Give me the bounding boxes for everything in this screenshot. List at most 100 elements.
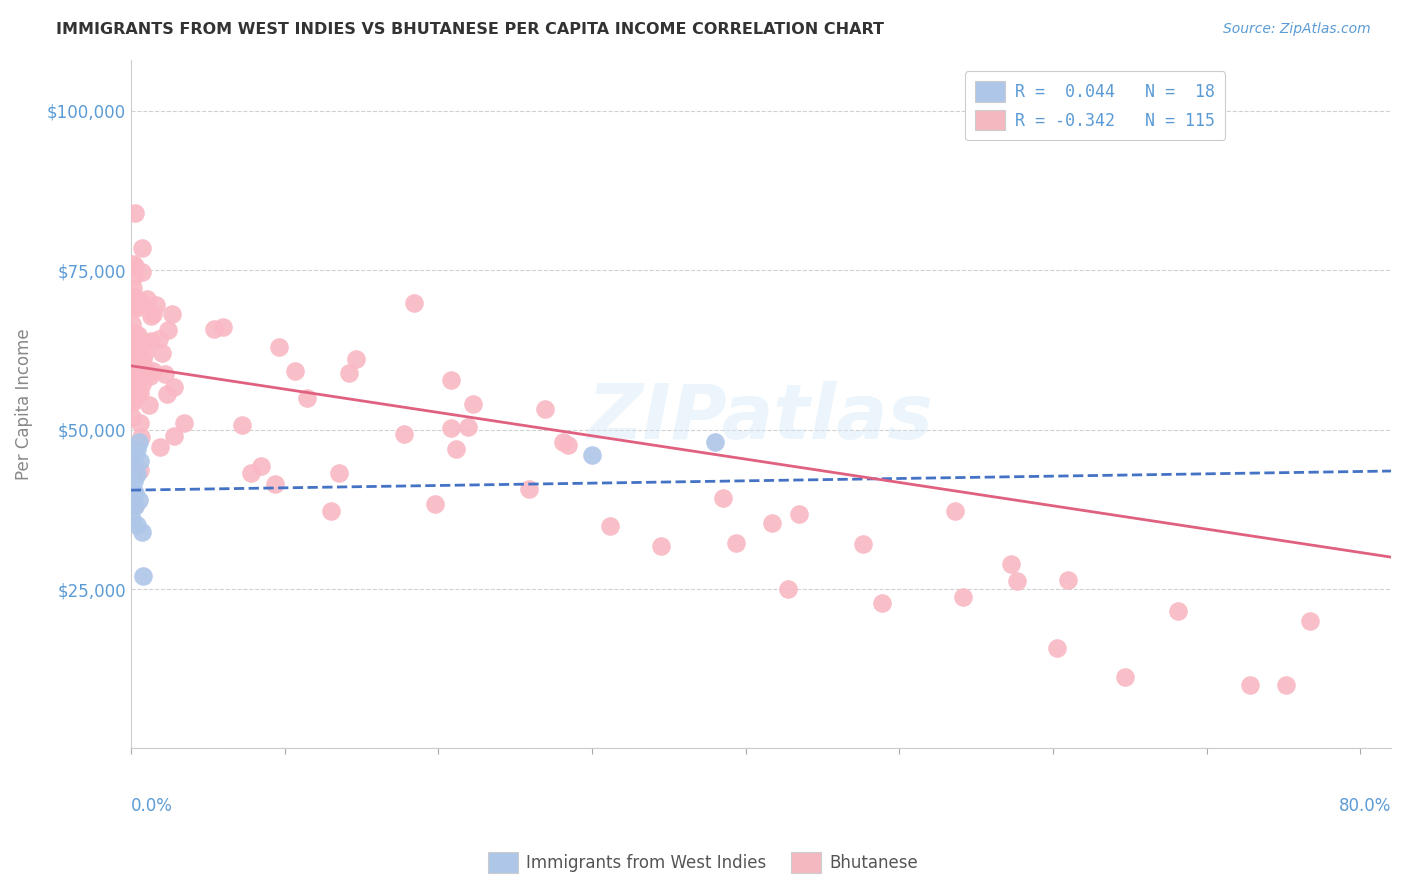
- Point: [122, 364, 145, 378]
- Point: [127, 327, 149, 342]
- Point: [122, 351, 145, 365]
- Point: [249, 458, 271, 473]
- Point: [328, 467, 350, 481]
- Point: [125, 386, 148, 401]
- Point: [231, 417, 253, 432]
- Point: [131, 377, 153, 392]
- Point: [121, 317, 143, 331]
- Point: [269, 340, 291, 354]
- Point: [394, 426, 416, 441]
- Point: [121, 392, 143, 407]
- Point: [124, 349, 146, 363]
- Point: [135, 361, 157, 376]
- Point: [124, 499, 146, 513]
- Point: [128, 368, 150, 382]
- Point: [125, 344, 148, 359]
- Point: [1167, 604, 1189, 618]
- Point: [125, 518, 148, 533]
- Y-axis label: Per Capita Income: Per Capita Income: [15, 328, 32, 480]
- Point: [122, 351, 145, 366]
- Point: [128, 492, 150, 507]
- Point: [131, 242, 153, 256]
- Point: [124, 259, 146, 273]
- Point: [132, 569, 155, 583]
- Point: [121, 326, 143, 340]
- Point: [124, 486, 146, 500]
- Point: [599, 519, 621, 533]
- Point: [463, 396, 485, 410]
- Point: [124, 460, 146, 475]
- Point: [295, 391, 318, 405]
- Point: [121, 512, 143, 526]
- Point: [124, 378, 146, 392]
- Point: [125, 301, 148, 315]
- Point: [121, 301, 143, 315]
- Point: [1114, 670, 1136, 684]
- Point: [1007, 574, 1029, 589]
- Point: [1000, 558, 1022, 572]
- Point: [173, 416, 195, 430]
- Point: [1239, 678, 1261, 692]
- Point: [131, 362, 153, 376]
- Point: [142, 307, 165, 321]
- Point: [138, 398, 160, 412]
- Point: [124, 347, 146, 361]
- Point: [131, 296, 153, 310]
- Point: [761, 516, 783, 530]
- Point: [1274, 678, 1296, 692]
- Point: [139, 369, 162, 384]
- Point: [141, 334, 163, 348]
- Point: [128, 463, 150, 477]
- Point: [121, 410, 143, 425]
- Point: [284, 364, 307, 378]
- Point: [444, 442, 467, 457]
- Point: [202, 322, 225, 336]
- Point: [148, 332, 170, 346]
- Legend: R =  0.044   N =  18, R = -0.342   N = 115: R = 0.044 N = 18, R = -0.342 N = 115: [965, 71, 1225, 140]
- Point: [121, 281, 143, 295]
- Point: [402, 296, 425, 310]
- Point: [952, 591, 974, 605]
- Point: [156, 323, 179, 337]
- Point: [134, 335, 156, 350]
- Point: [122, 376, 145, 391]
- Point: [162, 307, 184, 321]
- Point: [129, 430, 152, 444]
- Point: [122, 395, 145, 409]
- Point: [125, 349, 148, 363]
- Point: [121, 327, 143, 342]
- Point: [128, 435, 150, 450]
- Point: [263, 477, 285, 491]
- Point: [724, 536, 747, 550]
- Point: [852, 537, 875, 551]
- Point: [136, 292, 159, 306]
- Point: [121, 257, 143, 271]
- Point: [703, 435, 725, 450]
- Point: [344, 351, 367, 366]
- Point: [127, 343, 149, 358]
- Point: [127, 293, 149, 307]
- Point: [337, 366, 360, 380]
- Point: [134, 345, 156, 359]
- Point: [121, 499, 143, 513]
- Point: [711, 491, 734, 505]
- Point: [240, 467, 263, 481]
- Point: [131, 524, 153, 539]
- Point: [121, 387, 143, 401]
- Point: [122, 486, 145, 500]
- Point: [1057, 573, 1080, 587]
- Point: [557, 438, 579, 452]
- Point: [129, 417, 152, 431]
- Point: [870, 596, 893, 610]
- Point: [145, 298, 167, 312]
- Point: [1046, 640, 1069, 655]
- Point: [149, 440, 172, 454]
- Point: [129, 454, 152, 468]
- Point: [440, 373, 463, 387]
- Text: Source: ZipAtlas.com: Source: ZipAtlas.com: [1223, 22, 1371, 37]
- Point: [142, 364, 165, 378]
- Point: [212, 320, 235, 334]
- Point: [124, 448, 146, 462]
- Text: 0.0%: 0.0%: [131, 797, 173, 814]
- Point: [129, 386, 152, 401]
